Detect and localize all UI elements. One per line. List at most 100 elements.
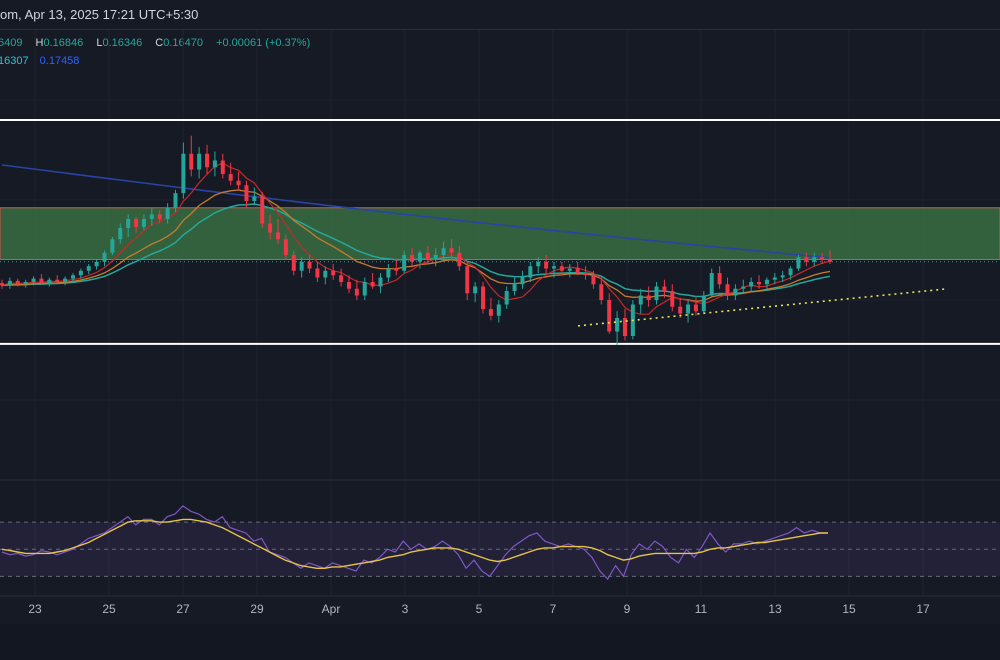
candle-body[interactable]: [402, 255, 407, 271]
candle-body[interactable]: [575, 268, 580, 274]
candle-body[interactable]: [370, 282, 375, 287]
candle-body[interactable]: [780, 275, 785, 278]
candle-body[interactable]: [796, 257, 801, 269]
candle-body[interactable]: [386, 268, 391, 278]
candle-body[interactable]: [346, 282, 351, 289]
candle-body[interactable]: [544, 261, 549, 269]
candle-body[interactable]: [607, 300, 612, 332]
candle-body[interactable]: [441, 248, 446, 255]
candle-body[interactable]: [55, 279, 60, 282]
candle-body[interactable]: [481, 286, 486, 310]
candle-body[interactable]: [118, 228, 123, 240]
candle-body[interactable]: [220, 160, 225, 175]
candle-body[interactable]: [157, 214, 162, 220]
candle-body[interactable]: [536, 261, 541, 267]
candle-body[interactable]: [591, 275, 596, 285]
candle-body[interactable]: [512, 284, 517, 291]
candle-body[interactable]: [717, 273, 722, 285]
candle-body[interactable]: [749, 282, 754, 287]
candle-body[interactable]: [197, 153, 202, 170]
candle-body[interactable]: [252, 196, 257, 202]
candle-body[interactable]: [654, 286, 659, 301]
candle-body[interactable]: [323, 270, 328, 278]
candle-body[interactable]: [47, 279, 52, 284]
candle-body[interactable]: [410, 255, 415, 262]
candle-body[interactable]: [15, 280, 20, 285]
candle-body[interactable]: [567, 268, 572, 271]
candle-body[interactable]: [283, 239, 288, 255]
candle-body[interactable]: [820, 257, 825, 260]
candle-body[interactable]: [741, 286, 746, 289]
candle-body[interactable]: [339, 275, 344, 282]
candle-body[interactable]: [662, 286, 667, 292]
candle-body[interactable]: [70, 275, 75, 279]
candle-body[interactable]: [520, 277, 525, 285]
candle-body[interactable]: [812, 257, 817, 262]
candle-body[interactable]: [134, 219, 139, 227]
candle-body[interactable]: [94, 261, 99, 267]
candle-body[interactable]: [764, 279, 769, 285]
candle-body[interactable]: [488, 309, 493, 316]
candle-body[interactable]: [276, 232, 280, 240]
candle-body[interactable]: [496, 304, 501, 316]
candle-body[interactable]: [772, 277, 777, 280]
candle-body[interactable]: [173, 193, 178, 208]
candle-body[interactable]: [701, 295, 706, 312]
candle-body[interactable]: [165, 207, 170, 219]
candle-body[interactable]: [299, 261, 304, 271]
candle-body[interactable]: [693, 304, 698, 312]
candle-body[interactable]: [236, 180, 241, 186]
candle-body[interactable]: [23, 282, 28, 285]
candle-body[interactable]: [828, 259, 832, 262]
candle-body[interactable]: [417, 252, 422, 262]
candle-body[interactable]: [757, 282, 762, 285]
candle-body[interactable]: [394, 268, 399, 271]
candle-body[interactable]: [291, 255, 296, 271]
candle-body[interactable]: [638, 295, 643, 305]
candle-body[interactable]: [583, 273, 588, 276]
candle-body[interactable]: [141, 219, 146, 227]
candle-body[interactable]: [7, 280, 12, 286]
candle-body[interactable]: [433, 255, 438, 260]
candle-body[interactable]: [552, 266, 556, 269]
candle-body[interactable]: [268, 223, 273, 233]
candle-body[interactable]: [378, 277, 383, 287]
candle-body[interactable]: [212, 160, 217, 168]
candle-body[interactable]: [228, 174, 233, 181]
trendline[interactable]: [577, 287, 949, 327]
candle-body[interactable]: [86, 266, 91, 271]
candle-body[interactable]: [599, 284, 604, 300]
candle-body[interactable]: [622, 318, 627, 336]
candle-body[interactable]: [686, 304, 691, 314]
candle-body[interactable]: [307, 261, 312, 269]
candle-body[interactable]: [457, 252, 462, 267]
candle-body[interactable]: [315, 268, 320, 278]
candle-body[interactable]: [39, 278, 44, 284]
candle-body[interactable]: [504, 291, 509, 305]
candle-body[interactable]: [559, 266, 564, 271]
candle-body[interactable]: [615, 318, 620, 332]
candle-body[interactable]: [670, 291, 675, 307]
candle-body[interactable]: [678, 306, 683, 314]
candle-body[interactable]: [260, 196, 265, 224]
candle-body[interactable]: [244, 185, 249, 201]
candle-body[interactable]: [804, 257, 809, 262]
candle-body[interactable]: [78, 270, 83, 276]
candle-body[interactable]: [63, 278, 68, 282]
candle-body[interactable]: [31, 278, 36, 282]
candle-body[interactable]: [102, 252, 107, 262]
candle-body[interactable]: [709, 273, 714, 296]
candle-body[interactable]: [528, 266, 533, 278]
candle-body[interactable]: [473, 286, 478, 294]
candle-body[interactable]: [126, 219, 131, 228]
candle-body[interactable]: [725, 284, 730, 296]
candle-body[interactable]: [205, 153, 210, 168]
candle-body[interactable]: [149, 214, 154, 220]
candle-body[interactable]: [189, 153, 194, 170]
candle-body[interactable]: [0, 283, 4, 286]
candle-body[interactable]: [788, 268, 793, 276]
candle-body[interactable]: [362, 282, 367, 296]
candle-body[interactable]: [354, 288, 359, 296]
candle-body[interactable]: [449, 248, 454, 253]
